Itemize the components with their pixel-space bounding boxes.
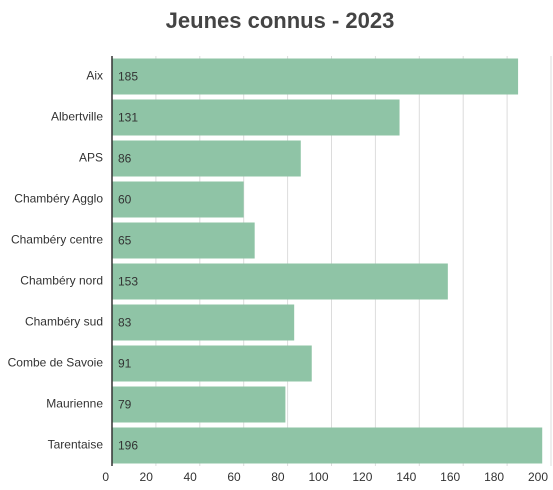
bar xyxy=(112,140,301,177)
y-tick-label: Tarentaise xyxy=(48,438,104,452)
value-label: 131 xyxy=(118,111,138,125)
y-tick-label: Chambéry sud xyxy=(25,315,103,329)
x-tick-label: 160 xyxy=(440,470,460,484)
chart-title: Jeunes connus - 2023 xyxy=(166,8,395,33)
bar xyxy=(112,181,244,218)
value-label: 91 xyxy=(118,357,132,371)
bar xyxy=(112,427,543,464)
bar xyxy=(112,222,255,259)
value-label: 79 xyxy=(118,398,132,412)
x-tick-label: 40 xyxy=(183,470,197,484)
x-tick-label: 180 xyxy=(484,470,504,484)
value-label: 153 xyxy=(118,275,138,289)
y-tick-label: Combe de Savoie xyxy=(8,356,104,370)
y-tick-label: Chambéry Agglo xyxy=(14,192,103,206)
bar xyxy=(112,345,312,382)
value-label: 86 xyxy=(118,152,132,166)
x-tick-label: 20 xyxy=(140,470,154,484)
bar xyxy=(112,99,400,136)
x-tick-label: 120 xyxy=(352,470,372,484)
y-tick-label: Aix xyxy=(86,69,103,83)
y-tick-label: Chambéry nord xyxy=(20,274,103,288)
y-tick-label: Albertville xyxy=(51,110,103,124)
y-tick-label: Maurienne xyxy=(46,397,103,411)
bar xyxy=(112,263,448,300)
value-label: 185 xyxy=(118,70,138,84)
value-label: 65 xyxy=(118,234,132,248)
bar xyxy=(112,304,295,341)
x-tick-label: 200 xyxy=(528,470,548,484)
value-label: 196 xyxy=(118,439,138,453)
y-tick-label: Chambéry centre xyxy=(11,233,103,247)
x-tick-label: 0 xyxy=(102,470,109,484)
bar xyxy=(112,58,519,95)
x-tick-label: 140 xyxy=(396,470,416,484)
bar xyxy=(112,386,286,423)
value-label: 60 xyxy=(118,193,132,207)
x-tick-label: 80 xyxy=(271,470,285,484)
x-tick-label: 60 xyxy=(227,470,241,484)
y-tick-label: APS xyxy=(79,151,103,165)
value-label: 83 xyxy=(118,316,132,330)
x-tick-label: 100 xyxy=(308,470,328,484)
